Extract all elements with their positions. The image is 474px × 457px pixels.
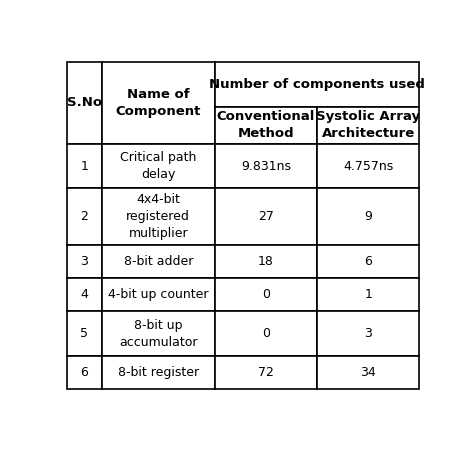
Text: S.No: S.No — [67, 96, 102, 109]
Bar — [66, 278, 102, 311]
Text: Number of components used: Number of components used — [209, 78, 425, 91]
Text: 4: 4 — [80, 288, 88, 301]
Bar — [317, 356, 419, 389]
Bar — [215, 278, 317, 311]
Text: Name of
Component: Name of Component — [116, 88, 201, 118]
Text: 5: 5 — [80, 327, 88, 340]
Bar — [317, 106, 419, 143]
Text: 2: 2 — [80, 210, 88, 223]
Text: 6: 6 — [364, 255, 372, 268]
Text: 1: 1 — [80, 159, 88, 173]
Bar — [66, 356, 102, 389]
Text: 4.757ns: 4.757ns — [343, 159, 393, 173]
Bar — [66, 245, 102, 278]
Text: 72: 72 — [258, 366, 274, 379]
Bar — [66, 143, 102, 188]
Text: 34: 34 — [360, 366, 376, 379]
Bar — [215, 356, 317, 389]
Text: 0: 0 — [262, 327, 270, 340]
Bar — [215, 188, 317, 245]
Bar — [66, 62, 102, 143]
Text: Conventional
Method: Conventional Method — [217, 110, 315, 140]
Bar — [102, 188, 215, 245]
Bar — [317, 311, 419, 356]
Text: 27: 27 — [258, 210, 274, 223]
Bar — [215, 143, 317, 188]
Text: 0: 0 — [262, 288, 270, 301]
Text: 8-bit register: 8-bit register — [118, 366, 199, 379]
Bar — [215, 62, 419, 106]
Bar — [102, 62, 215, 143]
Text: 3: 3 — [80, 255, 88, 268]
Text: Systolic Array
Architecture: Systolic Array Architecture — [316, 110, 420, 140]
Text: 8-bit adder: 8-bit adder — [124, 255, 193, 268]
Text: 8-bit up
accumulator: 8-bit up accumulator — [119, 319, 198, 349]
Bar — [215, 311, 317, 356]
Bar — [102, 245, 215, 278]
Text: 18: 18 — [258, 255, 274, 268]
Bar — [317, 245, 419, 278]
Bar — [66, 188, 102, 245]
Bar — [215, 106, 317, 143]
Text: 1: 1 — [364, 288, 372, 301]
Text: 4x4-bit
registered
multiplier: 4x4-bit registered multiplier — [127, 193, 190, 240]
Bar — [102, 143, 215, 188]
Bar — [102, 311, 215, 356]
Text: 4-bit up counter: 4-bit up counter — [108, 288, 209, 301]
Bar — [102, 278, 215, 311]
Text: Critical path
delay: Critical path delay — [120, 151, 197, 181]
Text: 9.831ns: 9.831ns — [241, 159, 291, 173]
Text: 3: 3 — [364, 327, 372, 340]
Text: 9: 9 — [364, 210, 372, 223]
Bar — [317, 278, 419, 311]
Text: 6: 6 — [80, 366, 88, 379]
Bar — [317, 143, 419, 188]
Bar — [66, 311, 102, 356]
Bar — [102, 356, 215, 389]
Bar — [317, 188, 419, 245]
Bar — [215, 245, 317, 278]
